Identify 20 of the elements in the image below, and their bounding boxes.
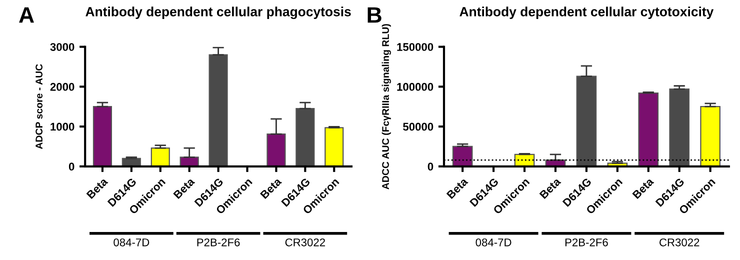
text: 084-7D — [114, 238, 150, 246]
text: CR3022 — [285, 238, 325, 246]
text: 084-7D — [476, 238, 512, 246]
y-tick-label: 2000 — [50, 82, 74, 91]
y-axis-title: ADCP score - AUC — [36, 64, 42, 150]
text: P2B-2F6 — [197, 238, 240, 246]
y-tick-label: 100000 — [397, 82, 434, 91]
text: B — [368, 7, 382, 23]
chart-title: Antibody dependent cellular cytotoxicity — [460, 6, 714, 19]
y-tick-label: 1000 — [50, 122, 74, 131]
text: P2B-2F6 — [565, 238, 608, 246]
y-tick-label: 150000 — [397, 43, 434, 51]
y-tick-label: 0 — [428, 162, 434, 171]
y-tick-label: 0 — [68, 162, 74, 171]
y-tick-label: 3000 — [50, 43, 74, 51]
y-tick-label: 50000 — [403, 122, 434, 131]
chart-title: Antibody dependent cellular phagocytosis — [86, 6, 351, 20]
y-axis-title: ADCC AUC (FcγRIIIa signaling RLU) — [382, 24, 391, 190]
text: CR3022 — [660, 238, 700, 246]
text: A — [19, 7, 34, 23]
